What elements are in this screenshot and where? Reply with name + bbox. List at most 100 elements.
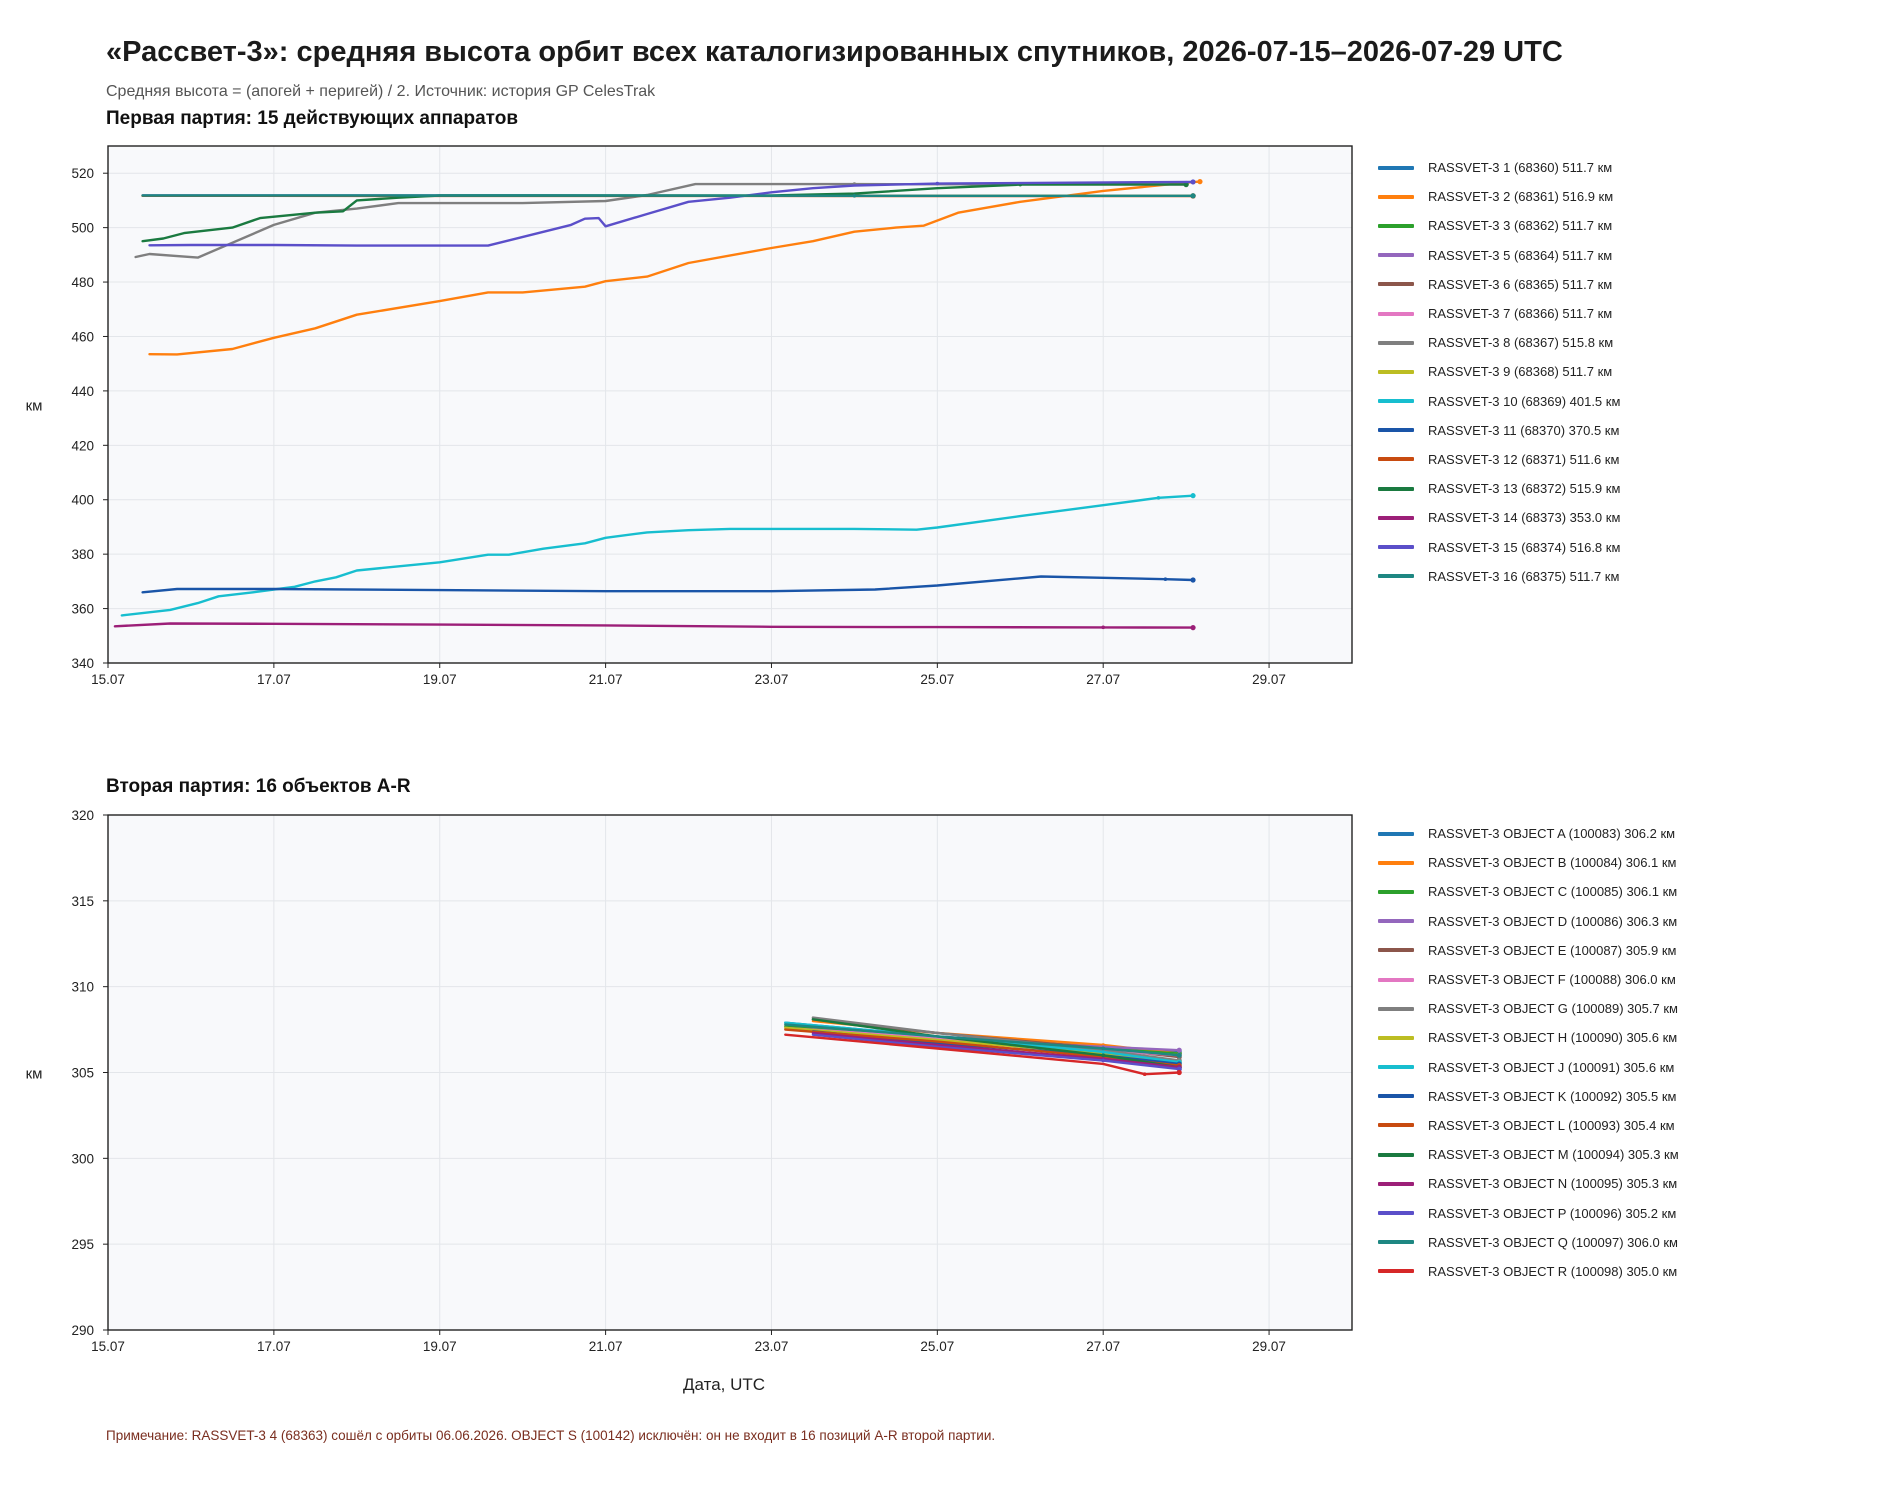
p2-series-line-14 [784, 1023, 1181, 1057]
p2-y-axis-title: км [26, 1066, 43, 1083]
p2-legend-swatch [1378, 1006, 1414, 1011]
panel-1-title: Первая партия: 15 действующих аппаратов [106, 108, 519, 129]
p2-legend-item: RASSVET-3 OBJECT M (100094) 305.3 км [1378, 1140, 1679, 1169]
p1-series-endpoint-12 [1190, 625, 1196, 631]
p2-y-tick-label: 300 [71, 1151, 94, 1166]
p1-legend-label: RASSVET-3 13 (68372) 515.9 км [1428, 481, 1621, 497]
p1-y-tick-label: 520 [71, 166, 94, 181]
p2-legend-swatch [1378, 1065, 1414, 1070]
p2-plot: 290 295 300 305 310 315 320 15.07 17.07 19.07 21.0… [26, 808, 1353, 1354]
p1-plot-frame [107, 145, 1353, 664]
p2-series-point-11 [1101, 1053, 1105, 1058]
p1-y-tick-label: 360 [71, 602, 94, 617]
p1-legend-swatch [1378, 574, 1414, 579]
p1-y-tick-label: 500 [71, 221, 94, 236]
p1-legend-swatch [1378, 515, 1414, 520]
p1-legend-item: RASSVET-3 1 (68360) 511.7 км [1378, 153, 1620, 182]
p2-legend-swatch [1378, 860, 1414, 865]
p2-legend-item: RASSVET-3 OBJECT A (100083) 306.2 км [1378, 819, 1679, 848]
p2-x-tick-label: 17.07 [257, 1339, 291, 1354]
p2-legend-swatch [1378, 1181, 1414, 1186]
p1-series-point-8 [1156, 496, 1161, 500]
p2-legend-swatch [1378, 1269, 1414, 1274]
p1-legend-item: RASSVET-3 5 (68364) 511.7 км [1378, 241, 1620, 270]
p2-y-tick-label: 315 [71, 894, 94, 909]
p2-x-tick-label: 19.07 [423, 1339, 457, 1354]
p1-series-endpoint-8 [1190, 493, 1196, 499]
p2-legend-label: RASSVET-3 OBJECT A (100083) 306.2 км [1428, 826, 1676, 842]
p1-legend-item: RASSVET-3 10 (68369) 401.5 км [1378, 387, 1620, 416]
p1-legend-swatch [1378, 545, 1414, 550]
p1-legend-item: RASSVET-3 13 (68372) 515.9 км [1378, 474, 1620, 503]
p1-legend-item: RASSVET-3 11 (68370) 370.5 км [1378, 416, 1620, 445]
p2-x-tick-label: 29.07 [1252, 1339, 1286, 1354]
p1-legend-swatch [1378, 194, 1414, 199]
p1-legend-item: RASSVET-3 16 (68375) 511.7 км [1378, 562, 1620, 591]
p2-legend-label: RASSVET-3 OBJECT B (100084) 306.1 км [1428, 855, 1677, 871]
p1-series-endpoint-9 [1190, 577, 1196, 583]
p2-legend-label: RASSVET-3 OBJECT G (100089) 305.7 км [1428, 1001, 1678, 1017]
legend-panel-1: RASSVET-3 1 (68360) 511.7 км RASSVET-3 2 … [1378, 153, 1620, 591]
p1-legend-label: RASSVET-3 16 (68375) 511.7 км [1428, 568, 1620, 584]
p2-legend-label: RASSVET-3 OBJECT H (100090) 305.6 км [1428, 1030, 1678, 1046]
p2-legend-swatch [1378, 1211, 1414, 1216]
p2-legend-label: RASSVET-3 OBJECT K (100092) 305.5 км [1428, 1088, 1677, 1104]
p1-legend-item: RASSVET-3 2 (68361) 516.9 км [1378, 182, 1620, 211]
p2-y-tick-label: 310 [71, 980, 94, 995]
p2-legend-item: RASSVET-3 OBJECT K (100092) 305.5 км [1378, 1082, 1679, 1111]
p1-series-line-12 [113, 622, 1195, 629]
p1-series-point-14 [852, 193, 857, 198]
p1-legend-item: RASSVET-3 7 (68366) 511.7 км [1378, 299, 1620, 328]
p2-y-tick-label: 320 [71, 808, 94, 823]
p2-legend-item: RASSVET-3 OBJECT H (100090) 305.6 км [1378, 1023, 1679, 1052]
p2-legend-item: RASSVET-3 OBJECT B (100084) 306.1 км [1378, 848, 1679, 877]
p1-legend-item: RASSVET-3 6 (68365) 511.7 км [1378, 270, 1620, 299]
p1-x-tick-label: 15.07 [91, 672, 125, 687]
p2-legend-swatch [1378, 1035, 1414, 1040]
p1-legend-swatch [1378, 457, 1414, 462]
p2-series-point-15 [1142, 1072, 1147, 1077]
p2-legend-item: RASSVET-3 OBJECT D (100086) 306.3 км [1378, 907, 1679, 936]
p1-series-line-6 [134, 182, 1188, 259]
p2-legend-label: RASSVET-3 OBJECT J (100091) 305.6 км [1428, 1059, 1675, 1075]
legend-panel-2: RASSVET-3 OBJECT A (100083) 306.2 км RASS… [1378, 819, 1679, 1286]
p1-legend-swatch [1378, 486, 1414, 491]
p2-legend-label: RASSVET-3 OBJECT C (100085) 306.1 км [1428, 884, 1678, 900]
p1-series-line-11 [141, 183, 1188, 243]
p2-series-line-12 [811, 1031, 1181, 1069]
p1-legend-swatch [1378, 369, 1414, 374]
p2-x-tick-label: 25.07 [920, 1339, 954, 1354]
p2-legend-swatch [1378, 1094, 1414, 1099]
p1-legend-label: RASSVET-3 14 (68373) 353.0 км [1428, 510, 1621, 526]
p2-y-tick-label: 305 [71, 1066, 94, 1081]
panel-2-title: Вторая партия: 16 объектов A-R [106, 776, 411, 797]
p1-y-tick-label: 340 [71, 656, 94, 671]
p1-y-tick-label: 440 [71, 384, 94, 399]
p2-legend-label: RASSVET-3 OBJECT P (100096) 305.2 км [1428, 1205, 1677, 1221]
p1-legend-swatch [1378, 428, 1414, 433]
p1-legend-swatch [1378, 399, 1414, 404]
p1-legend-label: RASSVET-3 1 (68360) 511.7 км [1428, 160, 1613, 176]
p1-legend-swatch [1378, 311, 1414, 316]
p1-y-tick-label: 420 [71, 438, 94, 453]
p1-legend-label: RASSVET-3 15 (68374) 516.8 км [1428, 539, 1621, 555]
p2-legend-label: RASSVET-3 OBJECT D (100086) 306.3 км [1428, 913, 1678, 929]
p1-series-endpoint-13 [1190, 179, 1196, 185]
p2-series-point-13 [1101, 1058, 1105, 1063]
p1-y-tick-label: 480 [71, 275, 94, 290]
p2-series-line-15 [784, 1033, 1181, 1076]
p1-legend-item: RASSVET-3 8 (68367) 515.8 км [1378, 328, 1620, 357]
p2-x-tick-label: 15.07 [91, 1339, 125, 1354]
p2-legend-item: RASSVET-3 OBJECT F (100088) 306.0 км [1378, 965, 1679, 994]
p1-x-tick-label: 29.07 [1252, 672, 1286, 687]
p2-legend-label: RASSVET-3 OBJECT R (100098) 305.0 км [1428, 1263, 1678, 1279]
p1-series-point-9 [1163, 577, 1168, 581]
p2-series-endpoint-15 [1176, 1069, 1182, 1076]
p2-legend-item: RASSVET-3 OBJECT E (100087) 305.9 км [1378, 936, 1679, 965]
p1-plot: 340 360 380 400 420 440 460 480 500 520 15.07 17.07… [26, 145, 1353, 687]
p2-legend-item: RASSVET-3 OBJECT G (100089) 305.7 км [1378, 994, 1679, 1023]
p2-legend-swatch [1378, 831, 1414, 836]
p1-x-tick-label: 25.07 [920, 672, 954, 687]
p2-legend-label: RASSVET-3 OBJECT F (100088) 306.0 км [1428, 972, 1676, 988]
